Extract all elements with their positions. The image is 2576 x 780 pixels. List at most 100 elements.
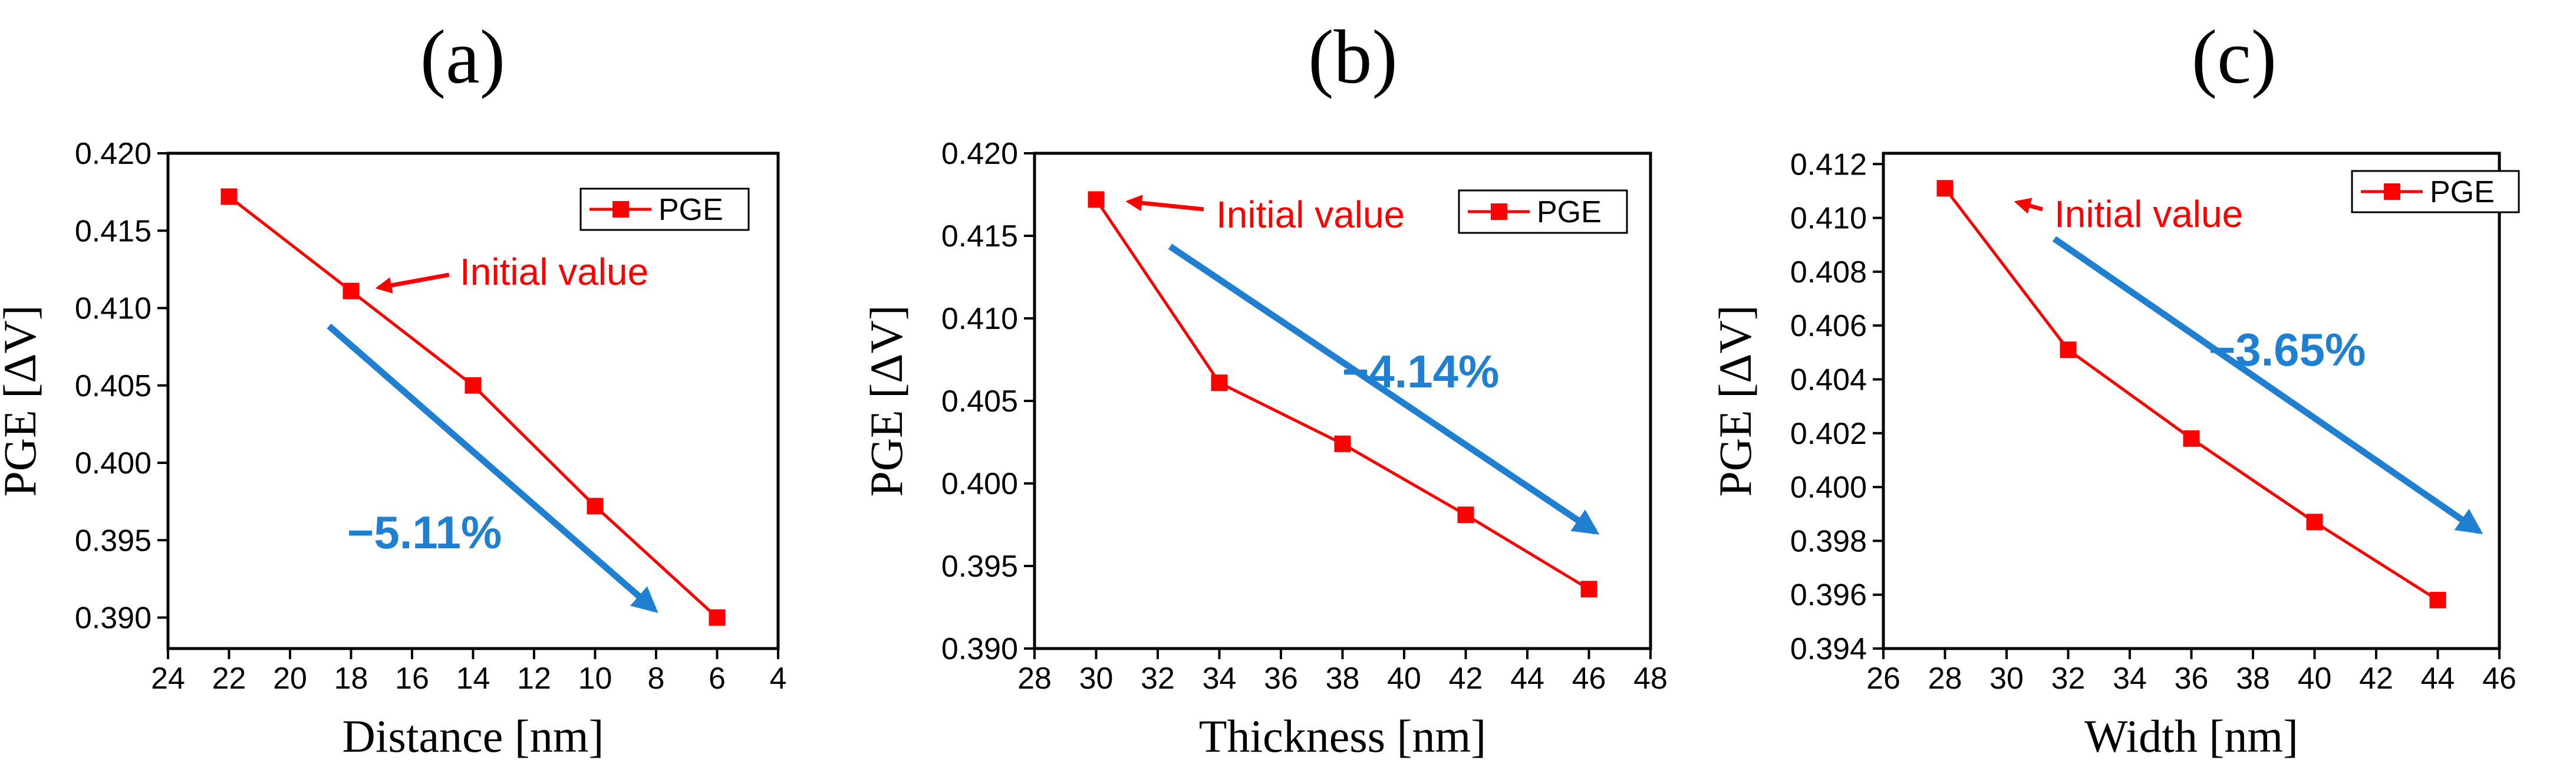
- y-tick-label: 0.402: [1790, 417, 1867, 451]
- data-point: [1580, 581, 1597, 598]
- x-axis-title: Thickness [nm]: [1199, 710, 1486, 762]
- x-axis-title: Width [nm]: [2084, 710, 2298, 762]
- x-tick-label: 4: [770, 661, 787, 696]
- data-point: [2183, 430, 2200, 447]
- initial-value-annotation: Initial value: [460, 251, 648, 293]
- x-tick-label: 18: [334, 661, 368, 696]
- y-tick-label: 0.395: [941, 549, 1018, 584]
- y-tick-label: 0.405: [75, 369, 151, 403]
- x-tick-label: 34: [2113, 661, 2147, 696]
- data-point: [2060, 341, 2077, 358]
- trend-arrow: [1168, 243, 1600, 535]
- data-point: [1936, 180, 1954, 197]
- y-tick-label: 0.390: [941, 632, 1018, 666]
- x-tick-label: 36: [1264, 661, 1298, 696]
- data-point: [1457, 506, 1474, 524]
- y-tick-label: 0.420: [75, 137, 151, 171]
- percent-change-annotation: −4.14%: [1342, 345, 1500, 397]
- panel-label: (c): [2192, 15, 2277, 100]
- chart-panel-a: (a) 24 22 20 18 16 14 12 10 8 6 4 0.390 0.395 0.400 0.4…: [0, 15, 786, 762]
- x-tick-label: 6: [709, 661, 726, 696]
- x-tick-label: 30: [1079, 661, 1114, 696]
- y-tick-label: 0.405: [941, 384, 1018, 419]
- trend-arrow: [2052, 236, 2483, 534]
- y-tick-label: 0.410: [1790, 202, 1867, 236]
- data-point: [342, 282, 360, 300]
- legend-marker-swatch: [1491, 203, 1507, 220]
- y-tick-label: 0.400: [1790, 470, 1867, 505]
- y-tick-label: 0.395: [75, 524, 151, 558]
- x-tick-label: 16: [395, 661, 429, 696]
- x-axis-title: Distance [nm]: [342, 710, 604, 762]
- y-tick-label: 0.410: [75, 292, 151, 326]
- x-tick-label: 8: [648, 661, 665, 696]
- y-tick-label: 0.394: [1790, 632, 1867, 666]
- x-tick-label: 42: [1449, 661, 1483, 696]
- x-tick-label: 42: [2359, 661, 2393, 696]
- legend-label: PGE: [1537, 195, 1602, 229]
- x-tick-label: 26: [1866, 661, 1900, 696]
- y-tick-label: 0.415: [75, 214, 151, 248]
- x-tick-label: 48: [1633, 661, 1668, 696]
- x-tick-label: 24: [151, 661, 185, 696]
- initial-value-arrow: [1125, 195, 1204, 212]
- x-tick-label: 46: [1572, 661, 1606, 696]
- legend-label: PGE: [2430, 175, 2495, 209]
- percent-change-annotation: −3.65%: [2209, 324, 2366, 376]
- y-axis-title: PGE [ΔV]: [861, 305, 912, 496]
- y-tick-label: 0.404: [1790, 363, 1867, 397]
- x-tick-label: 40: [1387, 661, 1421, 696]
- initial-value-annotation: Initial value: [1216, 193, 1405, 236]
- initial-value-arrow: [375, 272, 450, 294]
- y-tick-label: 0.390: [75, 601, 151, 636]
- x-tick-label: 38: [2236, 661, 2270, 696]
- data-point: [709, 609, 726, 626]
- panel-label: (b): [1308, 15, 1398, 100]
- x-tick-label: 22: [212, 661, 246, 696]
- data-point: [465, 377, 482, 394]
- legend-marker-swatch: [2384, 183, 2400, 200]
- x-tick-label: 36: [2175, 661, 2209, 696]
- y-tick-label: 0.396: [1790, 578, 1867, 613]
- data-point: [1088, 191, 1105, 208]
- data-point: [2429, 591, 2446, 608]
- chart-panel-b: (b) 28 30 32 34 36 38 40 42 44 46 48 0.390 0.395 0.400…: [861, 15, 1668, 762]
- x-tick-label: 14: [456, 661, 490, 696]
- initial-value-annotation: Initial value: [2054, 193, 2243, 235]
- x-tick-label: 20: [273, 661, 307, 696]
- y-axis-title: PGE [ΔV]: [0, 305, 45, 496]
- data-point: [587, 498, 604, 515]
- panel-label: (a): [420, 15, 505, 100]
- data-point: [1334, 435, 1351, 452]
- data-point: [220, 188, 238, 205]
- x-tick-label: 38: [1326, 661, 1360, 696]
- y-tick-label: 0.400: [75, 446, 151, 480]
- x-tick-label: 30: [1989, 661, 2024, 696]
- x-tick-label: 10: [578, 661, 612, 696]
- trend-arrow: [327, 323, 658, 613]
- legend-marker-swatch: [612, 201, 629, 218]
- x-tick-label: 44: [1510, 661, 1544, 696]
- x-tick-label: 34: [1203, 661, 1237, 696]
- percent-change-annotation: −5.11%: [347, 506, 502, 558]
- x-tick-label: 40: [2298, 661, 2332, 696]
- y-axis-title: PGE [ΔV]: [1709, 305, 1761, 496]
- y-tick-label: 0.415: [941, 219, 1018, 254]
- legend-label: PGE: [658, 193, 723, 227]
- initial-value-arrow: [2014, 198, 2043, 214]
- y-tick-label: 0.406: [1790, 309, 1867, 343]
- series-line-pge: [1943, 187, 2439, 601]
- y-tick-label: 0.410: [941, 302, 1018, 336]
- x-tick-label: 32: [2051, 661, 2086, 696]
- data-point: [2306, 514, 2323, 531]
- y-tick-label: 0.400: [941, 467, 1018, 501]
- y-tick-label: 0.398: [1790, 524, 1867, 558]
- y-tick-label: 0.412: [1790, 147, 1867, 182]
- data-point: [1211, 374, 1228, 391]
- x-tick-label: 44: [2421, 661, 2455, 696]
- y-tick-label: 0.420: [941, 137, 1018, 171]
- x-tick-label: 28: [1928, 661, 1962, 696]
- y-tick-label: 0.408: [1790, 255, 1867, 289]
- x-tick-label: 12: [517, 661, 551, 696]
